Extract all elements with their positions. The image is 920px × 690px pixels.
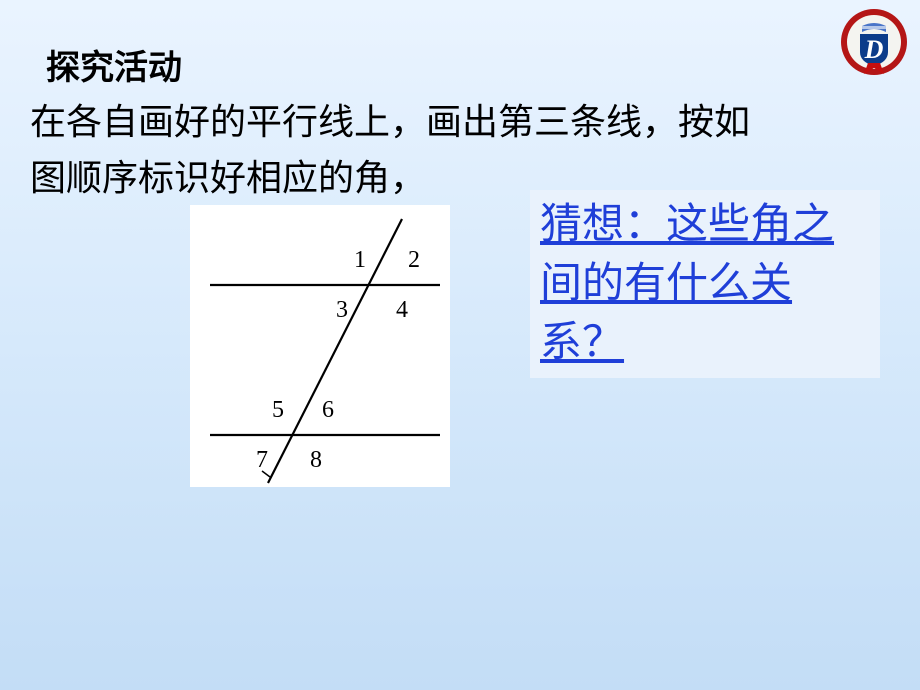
angle-label-8: 8 [310, 447, 322, 473]
body-line-1: 在各自画好的平行线上，画出第三条线，按如 [30, 102, 750, 142]
question-box: 猜想：这些角之间的有什么关系？ [530, 190, 880, 378]
angle-label-4: 4 [396, 297, 408, 323]
angle-label-3: 3 [336, 297, 348, 323]
transversal-line [268, 219, 402, 483]
angle-label-2: 2 [408, 247, 420, 273]
angle-label-7: 7 [256, 447, 268, 473]
question-text: 猜想：这些角之间的有什么关系？ [540, 196, 870, 372]
content-area: 探究活动 在各自画好的平行线上，画出第三条线，按如 图顺序标识好相应的角， [30, 40, 900, 207]
activity-title: 探究活动 [46, 40, 900, 89]
angle-label-6: 6 [322, 397, 334, 423]
angle-label-5: 5 [272, 397, 284, 423]
parallel-lines-diagram: 1 2 3 4 5 6 7 8 [190, 205, 450, 487]
angle-label-1: 1 [354, 247, 366, 273]
body-line-2: 图顺序标识好相应的角， [30, 158, 426, 198]
